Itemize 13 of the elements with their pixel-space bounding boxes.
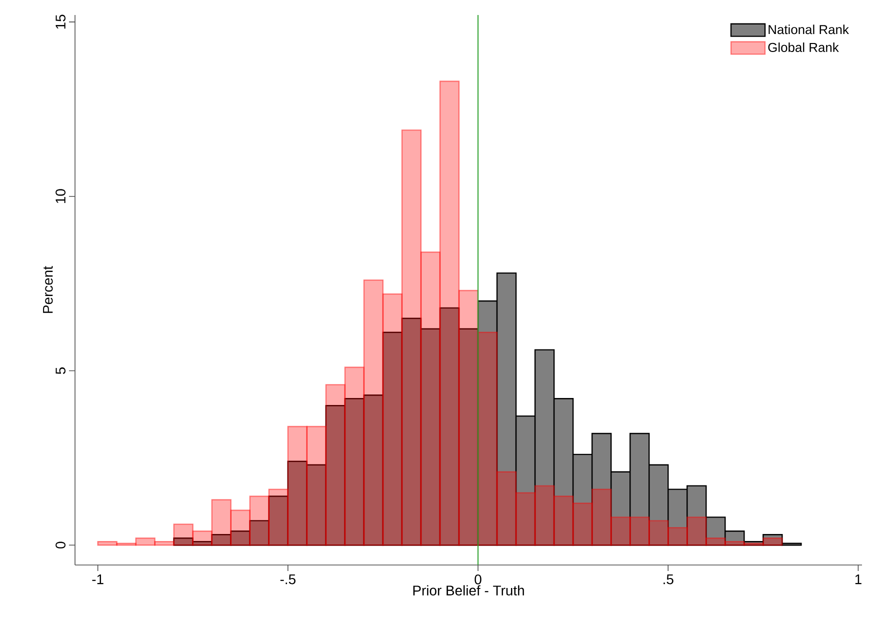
y-tick-label: 0 xyxy=(56,542,66,548)
x-axis-title: Prior Belief - Truth xyxy=(413,585,524,596)
x-tick-label: .5 xyxy=(664,574,674,584)
legend-label: National Rank xyxy=(768,24,849,34)
y-tick-label: 5 xyxy=(56,367,66,374)
x-tick-label: -.5 xyxy=(280,574,296,584)
x-tick-label: 0 xyxy=(474,574,482,584)
x-tick-label: 1 xyxy=(855,574,862,584)
y-axis-title: Percent xyxy=(43,266,53,313)
legend-label: Global Rank xyxy=(768,42,839,52)
y-tick-label: 10 xyxy=(56,189,66,204)
y-tick-label: 15 xyxy=(56,14,66,29)
x-tick-label: -1 xyxy=(92,574,104,584)
